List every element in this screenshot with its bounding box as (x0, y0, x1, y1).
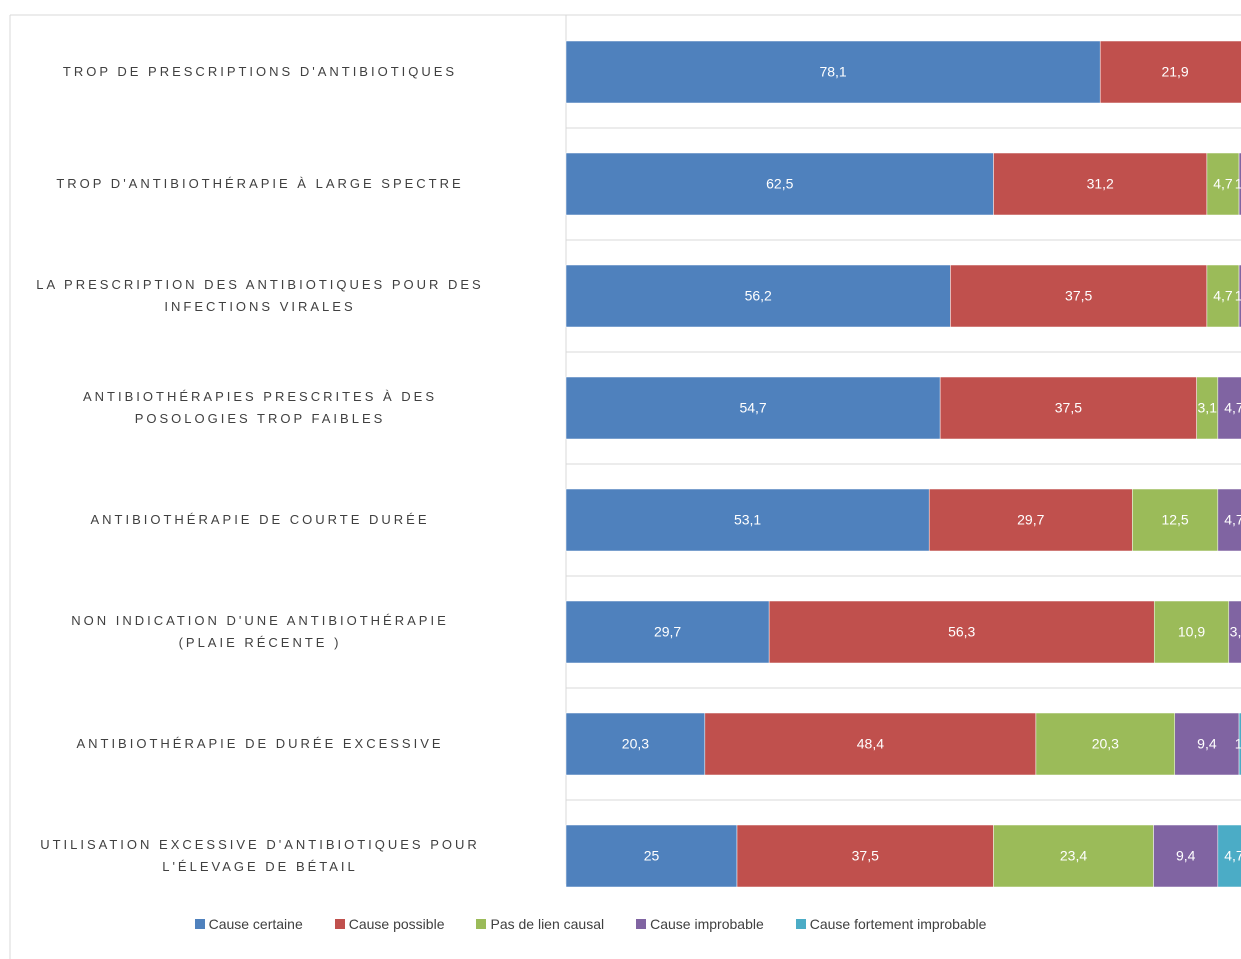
category-label: TROP D'ANTIBIOTHÉRAPIE À LARGE SPECTRE (56, 176, 464, 191)
legend-item: Cause fortement improbable (795, 916, 987, 932)
category-label: ANTIBIOTHÉRAPIES PRESCRITES À DES POSOLO… (83, 389, 437, 426)
bar-segment (993, 152, 1208, 216)
value-label: 21,9 (1161, 64, 1188, 80)
legend-swatch (194, 919, 205, 929)
value-label: 3,1 (1198, 400, 1218, 416)
bar-segment (565, 824, 738, 888)
value-label: 37,5 (1055, 400, 1082, 416)
legend-swatch (334, 919, 345, 929)
bar-segment (1206, 264, 1240, 328)
value-label: 1,6 (1235, 736, 1241, 752)
value-label: 20,3 (622, 736, 649, 752)
value-label: 78,1 (819, 64, 846, 80)
legend-label: Cause certaine (208, 916, 303, 932)
bar-segment (1153, 824, 1219, 888)
category-label: UTILISATION EXCESSIVE D'ANTIBIOTIQUES PO… (40, 837, 480, 874)
legend-label: Pas de lien causal (490, 916, 605, 932)
bar-segment (565, 600, 770, 664)
bar-segment (565, 376, 941, 440)
bar-segment (704, 712, 1037, 776)
bar-segment (1217, 824, 1241, 888)
value-label: 20,3 (1092, 736, 1119, 752)
value-label: 3,1 (1230, 624, 1241, 640)
bar-segment (1174, 712, 1240, 776)
value-label: 23,4 (1060, 848, 1087, 864)
legend-swatch (795, 919, 806, 929)
bar-segment (736, 824, 994, 888)
value-label: 4,7 (1224, 400, 1241, 416)
value-label: 4,7 (1213, 288, 1233, 304)
legend-swatch (476, 919, 487, 929)
value-label: 1,6 (1235, 288, 1241, 304)
value-label: 4,7 (1224, 512, 1241, 528)
bar-segment (565, 712, 706, 776)
category-label: LA PRESCRIPTION DES ANTIBIOTIQUES POUR D… (36, 277, 484, 314)
value-label: 4,7 (1224, 848, 1241, 864)
value-label: 29,7 (1017, 512, 1044, 528)
value-label: 9,4 (1176, 848, 1196, 864)
legend-label: Cause possible (348, 916, 445, 932)
category-label: ANTIBIOTHÉRAPIE DE COURTE DURÉE (90, 512, 430, 527)
value-label: 37,5 (1065, 288, 1092, 304)
bar-segment (1238, 712, 1241, 776)
bar-segment (565, 40, 1101, 104)
legend-item: Pas de lien causal (476, 916, 604, 932)
bar-segment (565, 488, 930, 552)
value-label: 4,7 (1213, 176, 1233, 192)
bar-segment (928, 488, 1133, 552)
legend-item: Cause improbable (636, 916, 764, 932)
bar-segment (1228, 600, 1241, 664)
bar-segment (1099, 40, 1241, 104)
bar-segment (1238, 264, 1241, 328)
bar-segment (939, 376, 1197, 440)
legend-item: Cause certaine (194, 916, 303, 932)
value-label: 56,3 (948, 624, 975, 640)
value-label: 48,4 (857, 736, 884, 752)
value-label: 29,7 (654, 624, 681, 640)
bar-segment (1217, 376, 1241, 440)
value-label: 31,2 (1087, 176, 1114, 192)
value-label: 9,4 (1197, 736, 1217, 752)
value-label: 56,2 (745, 288, 772, 304)
bar-segment (1035, 712, 1176, 776)
legend-swatch (636, 919, 647, 929)
category-label: NON INDICATION D'UNE ANTIBIOTHÉRAPIE (PL… (71, 613, 449, 650)
value-label: 53,1 (734, 512, 761, 528)
legend: Cause certaine Cause possible Pas de lien … (0, 916, 1211, 932)
value-label: 12,5 (1161, 512, 1188, 528)
bar-segment (1153, 600, 1230, 664)
bar-segment (565, 152, 994, 216)
bar-segment (950, 264, 1208, 328)
bar-segment (1238, 152, 1241, 216)
category-label: TROP DE PRESCRIPTIONS D'ANTIBIOTIQUES (62, 64, 458, 79)
value-label: 54,7 (739, 400, 766, 416)
bar-segment (768, 600, 1155, 664)
bar-segment (993, 824, 1154, 888)
legend-label: Cause improbable (650, 916, 764, 932)
value-label: 62,5 (766, 176, 793, 192)
bar-segment (1132, 488, 1219, 552)
value-label: 10,9 (1178, 624, 1205, 640)
legend-item: Cause possible (334, 916, 445, 932)
value-label: 37,5 (852, 848, 879, 864)
category-label: ANTIBIOTHÉRAPIE DE DURÉE EXCESSIVE (76, 736, 444, 751)
legend-label: Cause fortement improbable (809, 916, 987, 932)
value-label: 1,6 (1235, 176, 1241, 192)
value-label: 25 (644, 848, 660, 864)
bar-segment (1217, 488, 1241, 552)
